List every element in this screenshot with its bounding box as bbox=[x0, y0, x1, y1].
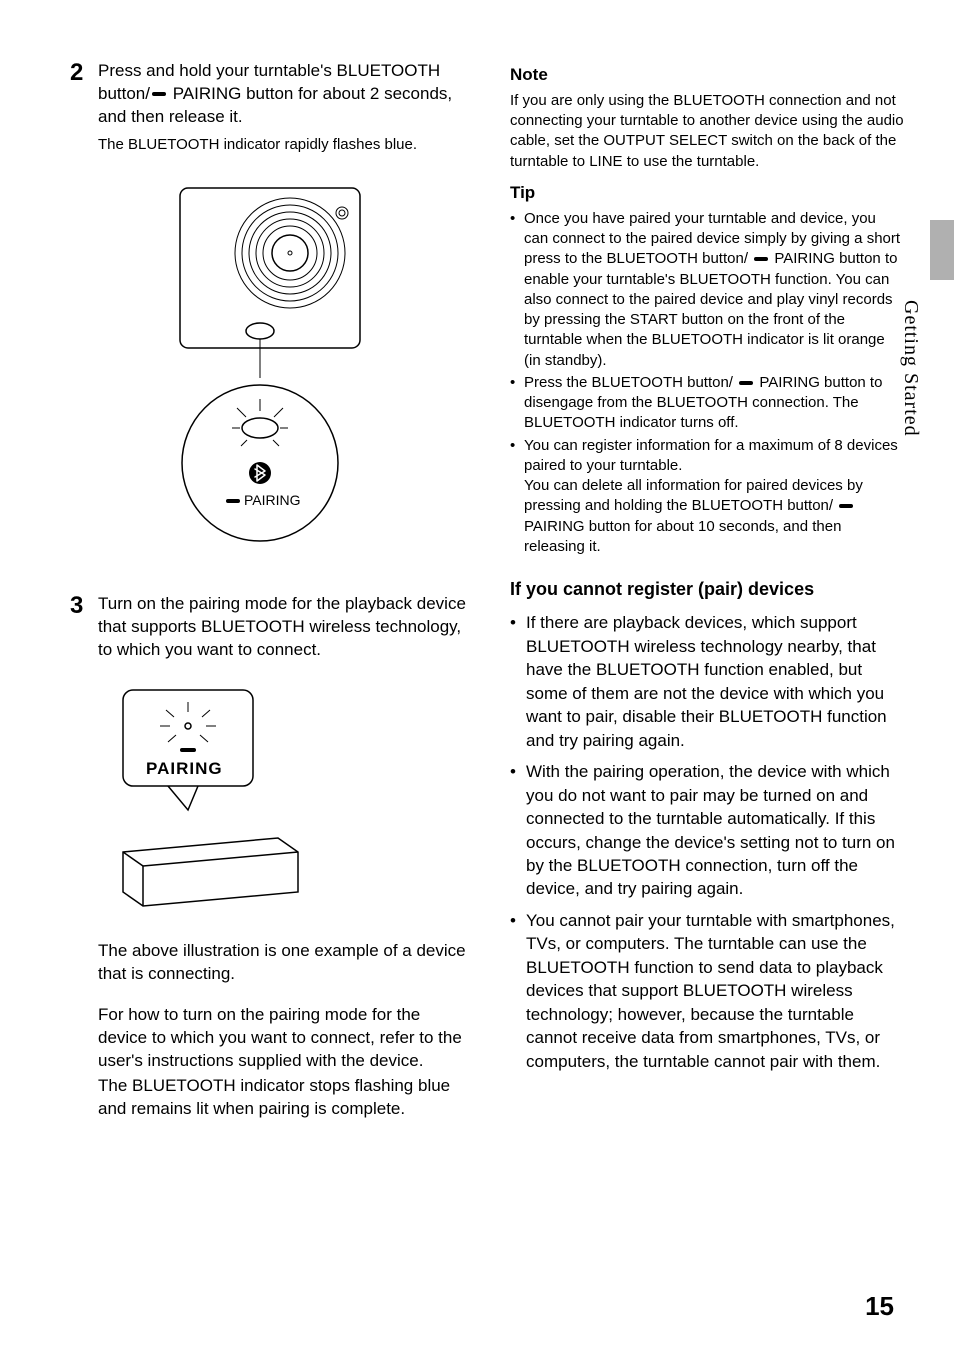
tip-3a: You can register information for a maxim… bbox=[524, 437, 898, 474]
step-3-caption-1: The above illustration is one example of… bbox=[98, 940, 470, 986]
cannot-item-1: If there are playback devices, which sup… bbox=[510, 611, 904, 752]
cannot-item-2: With the pairing operation, the device w… bbox=[510, 760, 904, 901]
section-tab bbox=[930, 220, 954, 280]
tip-list: Once you have paired your turntable and … bbox=[510, 209, 904, 557]
step-3-caption-3: The BLUETOOTH indicator stops flashing b… bbox=[98, 1075, 470, 1121]
step-2-text-b: PAIRING button for about 2 seconds, and … bbox=[98, 84, 452, 126]
tip-item-2: Press the BLUETOOTH button/ PAIRING butt… bbox=[510, 373, 904, 434]
section-label: Getting Started bbox=[897, 300, 924, 437]
cannot-register-list: If there are playback devices, which sup… bbox=[510, 611, 904, 1073]
dash-icon bbox=[754, 257, 768, 261]
cannot-register-heading: If you cannot register (pair) devices bbox=[510, 577, 904, 601]
dash-icon bbox=[152, 92, 166, 96]
dash-icon bbox=[839, 504, 853, 508]
note-body: If you are only using the BLUETOOTH conn… bbox=[510, 91, 904, 172]
fig1-pairing-label: PAIRING bbox=[244, 492, 301, 508]
note-heading: Note bbox=[510, 64, 904, 87]
tip-item-3: You can register information for a maxim… bbox=[510, 436, 904, 558]
page-number: 15 bbox=[865, 1289, 894, 1324]
step-3-number: 3 bbox=[70, 593, 98, 1120]
step-3-caption-2: For how to turn on the pairing mode for … bbox=[98, 1004, 470, 1073]
step-3: 3 Turn on the pairing mode for the playb… bbox=[70, 593, 470, 1120]
turntable-pairing-figure: PAIRING bbox=[140, 173, 400, 563]
step-2-number: 2 bbox=[70, 60, 98, 155]
tip-3b: You can delete all information for paire… bbox=[524, 477, 863, 514]
tip-3c: PAIRING button for about 10 seconds, and… bbox=[524, 518, 841, 555]
tip-heading: Tip bbox=[510, 182, 904, 205]
step-3-text: Turn on the pairing mode for the playbac… bbox=[98, 593, 470, 662]
step-2-text: Press and hold your turntable's BLUETOOT… bbox=[98, 60, 470, 129]
dash-icon bbox=[739, 381, 753, 385]
tip-2a: Press the BLUETOOTH button/ bbox=[524, 374, 733, 391]
fig2-pairing-label: PAIRING bbox=[146, 759, 223, 778]
step-2: 2 Press and hold your turntable's BLUETO… bbox=[70, 60, 470, 155]
tip-item-1: Once you have paired your turntable and … bbox=[510, 209, 904, 371]
speaker-pairing-figure: PAIRING bbox=[98, 680, 318, 910]
cannot-item-3: You cannot pair your turntable with smar… bbox=[510, 909, 904, 1073]
step-2-subtext: The BLUETOOTH indicator rapidly flashes … bbox=[98, 135, 470, 155]
tip-1b: PAIRING button to enable your turntable'… bbox=[524, 250, 897, 368]
